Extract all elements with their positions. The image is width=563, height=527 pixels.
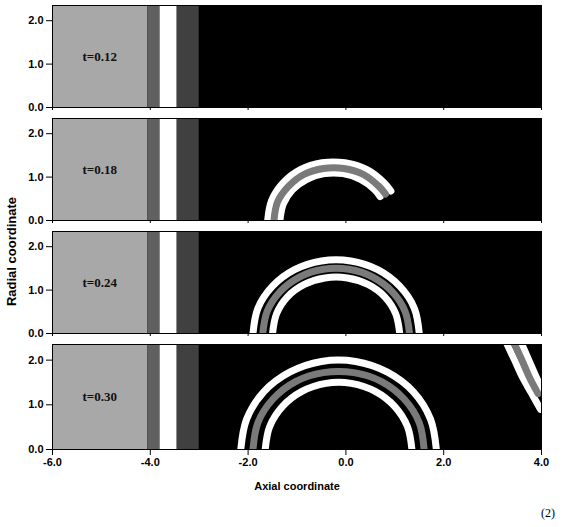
svg-text:2.0: 2.0 [28, 240, 43, 252]
html-text:Radial coordinate: Radial coordinate [3, 197, 19, 307]
svg-text:1.0: 1.0 [28, 284, 43, 296]
svg-text:2.0: 2.0 [28, 14, 43, 26]
svg-text:-4.0: -4.0 [141, 456, 160, 468]
svg-text:Axial coordinate: Axial coordinate [254, 480, 340, 492]
svg-text:t=0.30: t=0.30 [83, 389, 118, 404]
svg-text:1.0: 1.0 [28, 171, 43, 183]
svg-text:0.0: 0.0 [28, 101, 43, 113]
svg-text:1.0: 1.0 [28, 58, 43, 70]
svg-text:1.0: 1.0 [28, 398, 43, 410]
svg-text:0.0: 0.0 [338, 456, 353, 468]
svg-text:0.0: 0.0 [28, 214, 43, 226]
svg-text:0.0: 0.0 [28, 327, 43, 339]
svg-text:t=0.24: t=0.24 [83, 275, 118, 290]
svg-text:2.0: 2.0 [436, 456, 451, 468]
svg-text:2.0: 2.0 [28, 127, 43, 139]
svg-text:t=0.18: t=0.18 [83, 162, 118, 177]
svg-text:t=0.12: t=0.12 [83, 49, 118, 64]
html-text:(2): (2) [541, 506, 555, 520]
svg-text:4.0: 4.0 [534, 456, 549, 468]
svg-text:-2.0: -2.0 [239, 456, 258, 468]
svg-text:-6.0: -6.0 [43, 456, 62, 468]
svg-text:2.0: 2.0 [28, 354, 43, 366]
svg-text:0.0: 0.0 [28, 443, 43, 455]
